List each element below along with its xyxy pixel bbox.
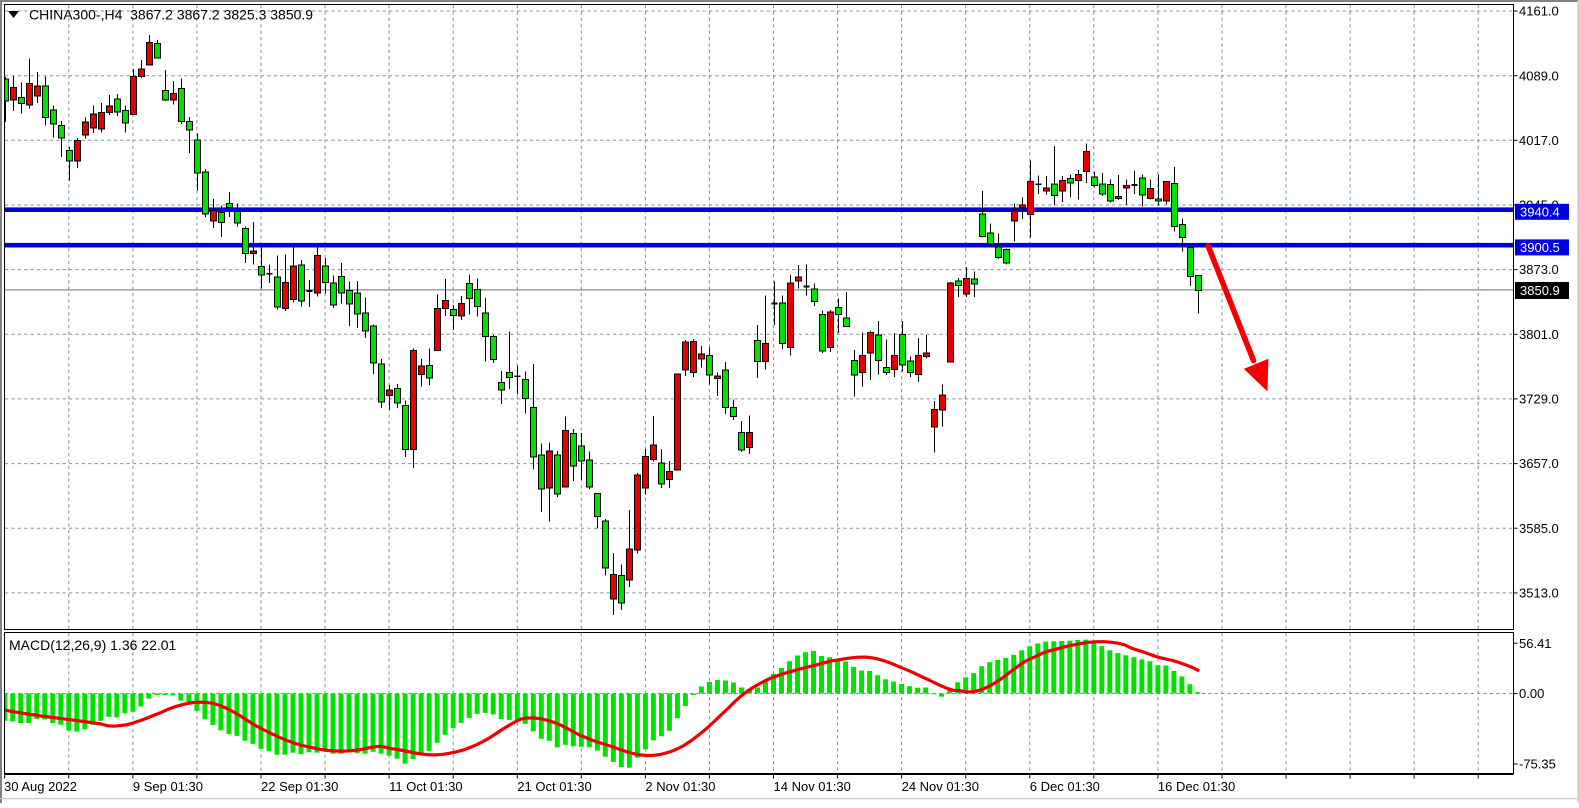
svg-text:3657.0: 3657.0 <box>1519 456 1559 471</box>
svg-text:CHINA300-,H4 3867.2 3867.2 38: CHINA300-,H4 3867.2 3867.2 3825.3 3850.9 <box>29 7 313 23</box>
svg-text:4017.0: 4017.0 <box>1519 133 1559 148</box>
svg-text:MACD(12,26,9) 1.36 22.01: MACD(12,26,9) 1.36 22.01 <box>9 637 177 653</box>
svg-text:-75.35: -75.35 <box>1519 757 1556 772</box>
svg-text:3729.0: 3729.0 <box>1519 392 1559 407</box>
svg-text:3513.0: 3513.0 <box>1519 586 1559 601</box>
svg-text:16 Dec 01:30: 16 Dec 01:30 <box>1158 779 1235 794</box>
svg-text:3850.9: 3850.9 <box>1520 283 1560 298</box>
svg-text:24 Nov 01:30: 24 Nov 01:30 <box>902 779 979 794</box>
svg-text:56.41: 56.41 <box>1519 636 1552 651</box>
svg-text:30 Aug 2022: 30 Aug 2022 <box>4 779 77 794</box>
svg-text:3585.0: 3585.0 <box>1519 521 1559 536</box>
svg-text:11 Oct 01:30: 11 Oct 01:30 <box>389 779 462 794</box>
svg-text:4089.0: 4089.0 <box>1519 68 1559 83</box>
svg-text:3873.0: 3873.0 <box>1519 262 1559 277</box>
svg-text:14 Nov 01:30: 14 Nov 01:30 <box>774 779 851 794</box>
svg-text:6 Dec 01:30: 6 Dec 01:30 <box>1030 779 1100 794</box>
svg-text:21 Oct 01:30: 21 Oct 01:30 <box>517 779 591 794</box>
svg-text:2 Nov 01:30: 2 Nov 01:30 <box>645 779 715 794</box>
svg-text:4161.0: 4161.0 <box>1519 4 1559 19</box>
svg-text:0.00: 0.00 <box>1519 686 1544 701</box>
svg-text:22 Sep 01:30: 22 Sep 01:30 <box>261 779 338 794</box>
svg-text:3900.5: 3900.5 <box>1520 240 1560 255</box>
svg-text:9 Sep 01:30: 9 Sep 01:30 <box>133 779 203 794</box>
svg-text:3801.0: 3801.0 <box>1519 327 1559 342</box>
svg-text:3940.4: 3940.4 <box>1520 205 1560 220</box>
